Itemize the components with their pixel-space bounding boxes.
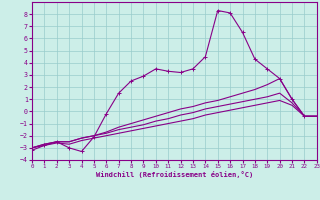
X-axis label: Windchill (Refroidissement éolien,°C): Windchill (Refroidissement éolien,°C) bbox=[96, 171, 253, 178]
